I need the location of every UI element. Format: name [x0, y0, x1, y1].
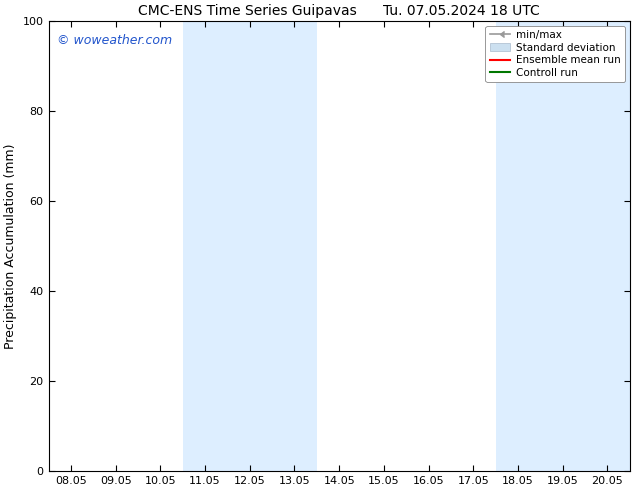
Title: CMC-ENS Time Series Guipavas      Tu. 07.05.2024 18 UTC: CMC-ENS Time Series Guipavas Tu. 07.05.2… [138, 4, 540, 18]
Y-axis label: Precipitation Accumulation (mm): Precipitation Accumulation (mm) [4, 143, 17, 348]
Bar [496, 21, 630, 471]
Legend: min/max, Standard deviation, Ensemble mean run, Controll run: min/max, Standard deviation, Ensemble me… [486, 26, 624, 82]
Text: © woweather.com: © woweather.com [57, 34, 172, 47]
Bar [183, 21, 317, 471]
